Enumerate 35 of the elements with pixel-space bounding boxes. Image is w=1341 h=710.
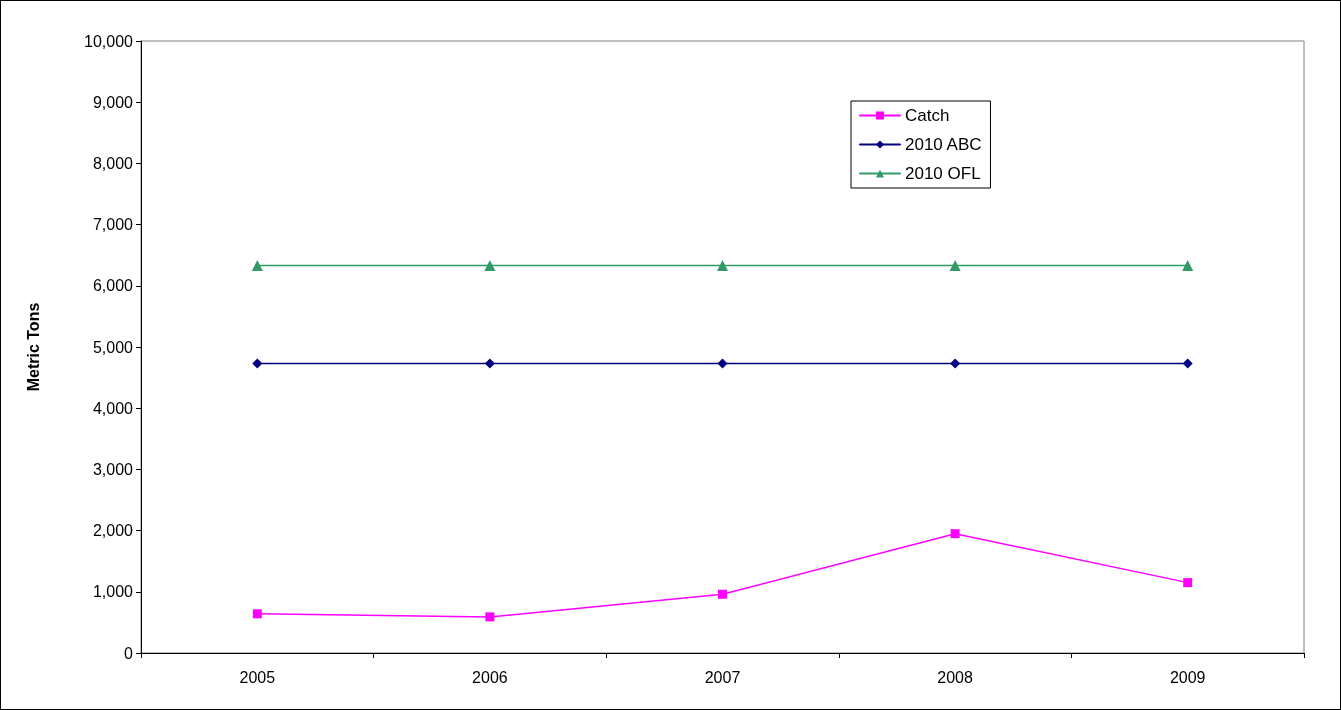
y-axis-title: Metric Tons bbox=[24, 302, 42, 392]
y-tick-label: 1,000 bbox=[92, 583, 134, 601]
y-tick-label: 7,000 bbox=[92, 216, 134, 234]
point bbox=[252, 358, 263, 369]
y-tick-label: 9,000 bbox=[92, 93, 134, 111]
point bbox=[950, 529, 960, 539]
point bbox=[718, 589, 727, 599]
legend-label: 2010 ABC bbox=[905, 135, 982, 154]
x-tick-label: 2005 bbox=[239, 668, 276, 686]
y-tick-label: 2,000 bbox=[92, 522, 134, 540]
y-tick-label: 4,000 bbox=[92, 399, 134, 417]
point bbox=[1182, 358, 1193, 369]
point bbox=[950, 358, 961, 369]
point bbox=[717, 260, 728, 272]
y-tick-label: 3,000 bbox=[92, 460, 134, 478]
legend-label: Catch bbox=[905, 106, 950, 125]
x-tick-label: 2008 bbox=[937, 668, 973, 686]
point bbox=[484, 358, 495, 369]
point bbox=[485, 612, 495, 622]
x-tick-label: 2007 bbox=[704, 668, 741, 686]
y-tick-label: 10,000 bbox=[84, 32, 134, 50]
point bbox=[252, 609, 262, 619]
y-tick-label: 0 bbox=[124, 644, 134, 662]
y-tick-label: 5,000 bbox=[92, 338, 134, 356]
y-tick-label: 6,000 bbox=[92, 277, 134, 295]
point bbox=[717, 358, 728, 369]
y-tick-label: 8,000 bbox=[92, 154, 134, 172]
point bbox=[1182, 260, 1194, 272]
x-tick-label: 2009 bbox=[1169, 668, 1206, 686]
legend-label: 2010 OFL bbox=[905, 164, 981, 183]
point bbox=[949, 260, 961, 272]
point bbox=[1183, 578, 1193, 588]
point bbox=[484, 260, 496, 272]
x-tick-label: 2006 bbox=[472, 668, 508, 686]
point bbox=[251, 260, 263, 272]
